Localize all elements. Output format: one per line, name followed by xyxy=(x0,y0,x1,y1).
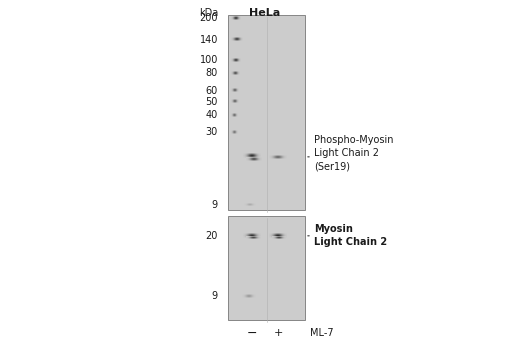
Text: 80: 80 xyxy=(206,68,218,78)
Text: ML-7: ML-7 xyxy=(310,328,334,338)
Text: kDa: kDa xyxy=(199,8,218,18)
Text: 60: 60 xyxy=(206,86,218,96)
Text: 50: 50 xyxy=(205,97,218,107)
Text: 20: 20 xyxy=(205,231,218,241)
Text: −: − xyxy=(247,327,257,340)
Text: Phospho-Myosin
Light Chain 2
(Ser19): Phospho-Myosin Light Chain 2 (Ser19) xyxy=(314,135,394,171)
Text: +: + xyxy=(274,328,283,338)
Text: 40: 40 xyxy=(206,110,218,120)
Text: Myosin
Light Chain 2: Myosin Light Chain 2 xyxy=(314,224,387,247)
Text: 30: 30 xyxy=(206,127,218,138)
Bar xyxy=(228,15,305,210)
Text: 140: 140 xyxy=(200,35,218,44)
Text: 100: 100 xyxy=(200,55,218,65)
Bar xyxy=(228,216,305,320)
Text: HeLa: HeLa xyxy=(250,8,281,18)
Text: 9: 9 xyxy=(212,200,218,210)
Text: 9: 9 xyxy=(212,291,218,301)
Text: 200: 200 xyxy=(200,13,218,23)
